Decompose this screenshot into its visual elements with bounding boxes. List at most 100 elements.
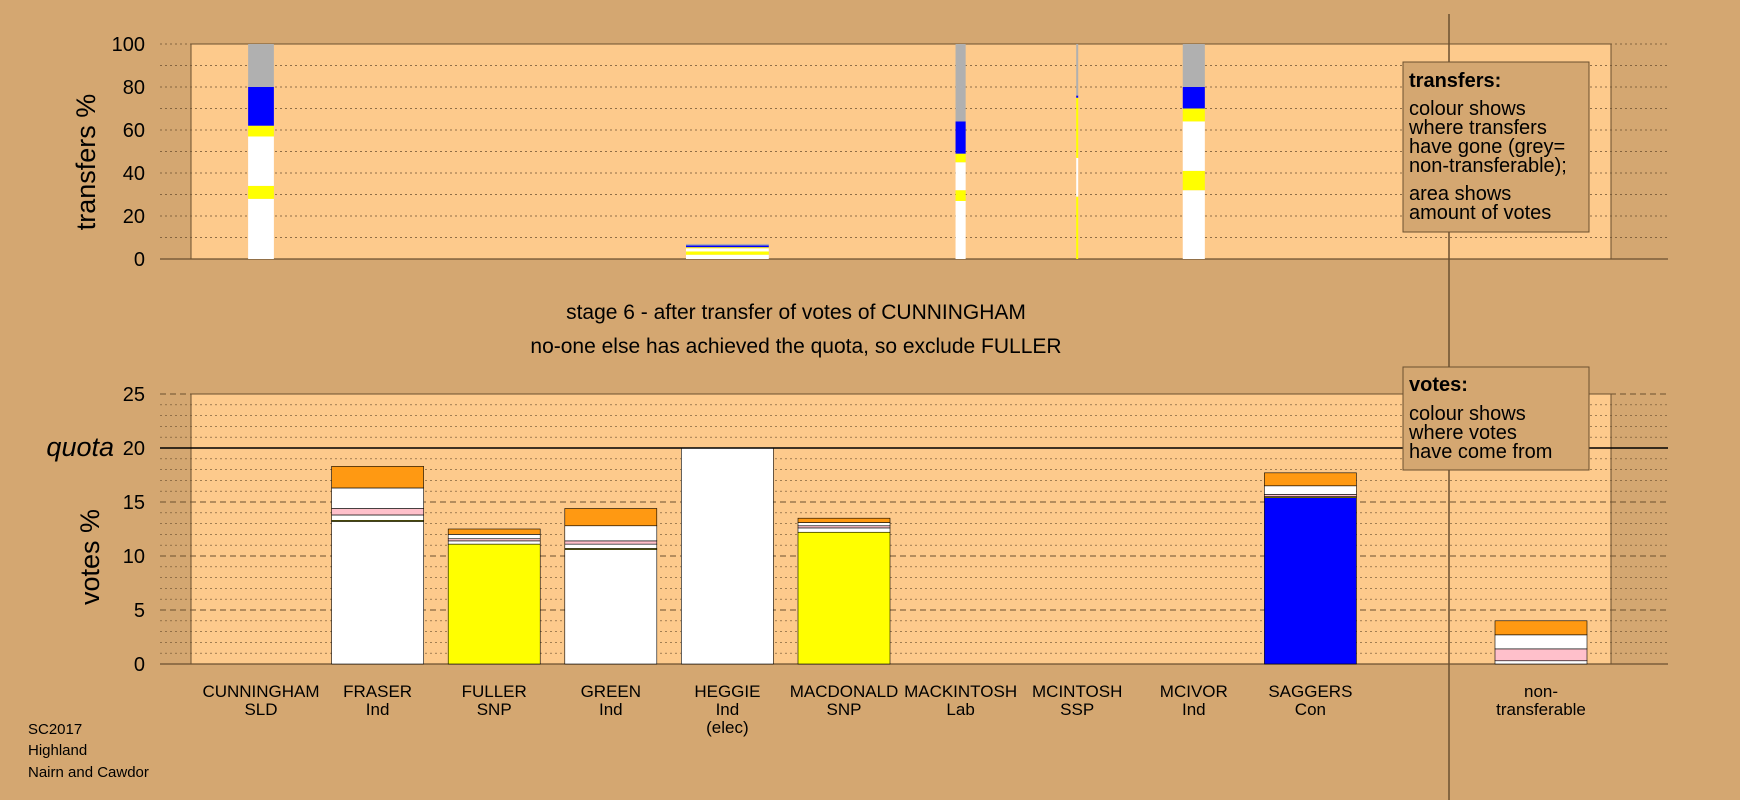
stage-subtitle: no-one else has achieved the quota, so e… xyxy=(530,335,1061,358)
votes-y-tick-label: 20 xyxy=(123,438,145,460)
candidate-party: SSP xyxy=(1060,700,1094,719)
transfer-segment-mackintosh xyxy=(955,153,966,163)
candidate-name: MCINTOSH xyxy=(1032,682,1122,701)
transfer-segment-cunningham xyxy=(248,198,274,259)
transfer-segment-mcivor xyxy=(1182,87,1205,109)
candidate-party: Ind xyxy=(599,700,623,719)
votes-bars xyxy=(331,447,1588,665)
transfers-legend: transfers: colour shows where transfers … xyxy=(1402,61,1590,233)
transfers-legend-line-6: amount of votes xyxy=(1409,202,1551,224)
transfer-segment-mcivor xyxy=(1182,190,1205,259)
transfer-segment-mcivor xyxy=(1182,108,1205,122)
transfers-y-tick-label: 40 xyxy=(123,163,145,185)
transfer-segment-mcintosh xyxy=(1076,44,1079,96)
transfers-legend-line-3: have gone (grey= xyxy=(1409,136,1565,158)
votes-panel: 0 5 10 15 20 25 quota votes % xyxy=(46,384,1668,676)
candidate-name: transferable xyxy=(1496,700,1586,719)
transfer-segment-heggie xyxy=(686,245,769,248)
votes-y-tick-label: 10 xyxy=(123,546,145,568)
transfer-segment-cunningham xyxy=(248,125,274,137)
vote-segment-macdonald xyxy=(797,522,891,527)
votes-legend-line-1: colour shows xyxy=(1409,403,1526,425)
candidate-party: Ind xyxy=(716,700,740,719)
vote-segment-green xyxy=(564,543,658,549)
transfer-segment-heggie xyxy=(686,254,769,259)
votes-legend-line-3: have come from xyxy=(1409,441,1552,463)
transfer-segment-heggie xyxy=(686,247,769,249)
vote-segment-saggers xyxy=(1264,485,1357,495)
transfer-segment-cunningham xyxy=(248,87,274,126)
transfers-legend-box xyxy=(1402,61,1590,233)
vote-segment-fraser xyxy=(331,514,424,521)
transfer-segment-mackintosh xyxy=(955,121,966,154)
transfer-segment-heggie xyxy=(686,248,769,252)
footer-ward: Nairn and Cawdor xyxy=(28,764,149,781)
transfer-segment-cunningham xyxy=(248,185,274,199)
transfer-segment-mackintosh xyxy=(955,162,966,191)
candidate-name: CUNNINGHAM xyxy=(202,682,319,701)
transfers-y-ticks: 0 20 40 60 80 100 xyxy=(112,34,145,271)
vote-segment-saggers xyxy=(1264,472,1357,487)
candidate-labels: CUNNINGHAMSLDFRASERIndFULLERSNPGREENIndH… xyxy=(202,682,1585,737)
candidate-name: SAGGERS xyxy=(1268,682,1352,701)
vote-segment-green xyxy=(564,549,658,665)
transfers-y-tick-label: 60 xyxy=(123,120,145,142)
stage-title: stage 6 - after transfer of votes of CUN… xyxy=(566,301,1026,324)
candidate-note: (elec) xyxy=(706,718,749,737)
votes-legend-box xyxy=(1402,366,1590,471)
transfer-segment-mcintosh xyxy=(1076,95,1079,98)
transfer-segment-mackintosh xyxy=(955,190,966,201)
votes-legend-title: votes: xyxy=(1409,374,1468,396)
candidate-name: MCIVOR xyxy=(1160,682,1228,701)
vote-segment-fuller xyxy=(447,528,541,535)
votes-y-tick-label: 0 xyxy=(134,654,145,676)
transfers-y-tick-label: 80 xyxy=(123,77,145,99)
candidate-party: Ind xyxy=(1182,700,1206,719)
transfers-legend-line-1: colour shows xyxy=(1409,98,1526,120)
transfer-segment-heggie xyxy=(686,243,769,246)
candidate-name: non- xyxy=(1524,682,1558,701)
transfers-y-axis-label: transfers % xyxy=(71,94,101,231)
transfers-legend-line-5: area shows xyxy=(1409,183,1511,205)
candidate-party: SLD xyxy=(244,700,277,719)
votes-y-tick-label: 15 xyxy=(123,492,145,514)
candidate-party: SNP xyxy=(477,700,512,719)
transfer-segment-mcivor xyxy=(1182,44,1205,87)
transfer-segment-mcintosh xyxy=(1076,97,1079,158)
transfers-legend-line-4: non-transferable); xyxy=(1409,155,1567,177)
vote-segment-fuller xyxy=(447,534,541,540)
transfers-legend-line-2: where transfers xyxy=(1408,117,1547,139)
transfers-bars xyxy=(248,44,1205,259)
vote-segment-green xyxy=(564,508,658,527)
transfer-segment-mackintosh xyxy=(955,44,966,122)
transfer-segment-cunningham xyxy=(248,136,274,186)
candidate-party: Con xyxy=(1295,700,1326,719)
candidate-name: FULLER xyxy=(462,682,527,701)
vote-segment-fraser xyxy=(331,466,424,489)
candidate-party: Lab xyxy=(946,700,974,719)
vote-segment-green xyxy=(564,525,658,542)
vote-segment-non-transferable xyxy=(1494,648,1588,662)
transfers-y-tick-label: 20 xyxy=(123,206,145,228)
votes-legend-line-2: where votes xyxy=(1408,422,1517,444)
vote-segment-fuller xyxy=(447,540,541,545)
vote-segment-saggers xyxy=(1264,497,1357,665)
candidate-party: SNP xyxy=(827,700,862,719)
vote-segment-macdonald xyxy=(797,527,891,533)
vote-segment-fraser xyxy=(331,487,424,509)
vote-segment-macdonald xyxy=(797,525,891,529)
votes-y-tick-label: 5 xyxy=(134,600,145,622)
candidate-name: FRASER xyxy=(343,682,412,701)
candidate-name: MACDONALD xyxy=(790,682,899,701)
votes-legend: votes: colour shows where votes have com… xyxy=(1402,366,1590,471)
transfers-legend-title: transfers: xyxy=(1409,70,1501,92)
candidate-name: HEGGIE xyxy=(694,682,760,701)
vote-segment-fraser xyxy=(331,521,424,665)
vote-segment-fraser xyxy=(331,508,424,516)
vote-segment-macdonald xyxy=(797,517,891,523)
transfer-segment-cunningham xyxy=(248,44,274,87)
vote-segment-saggers xyxy=(1264,494,1357,497)
vote-segment-green xyxy=(564,540,658,545)
vote-segment-macdonald xyxy=(797,531,891,665)
